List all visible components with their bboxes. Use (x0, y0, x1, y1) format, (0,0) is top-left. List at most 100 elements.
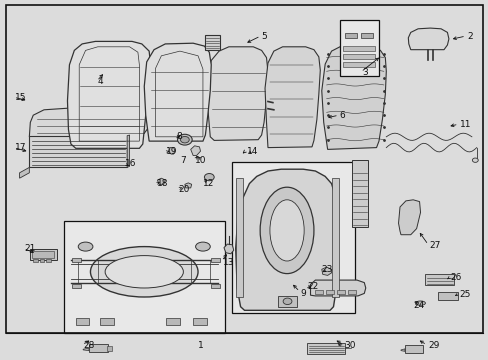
Text: 30: 30 (344, 341, 356, 350)
Polygon shape (168, 148, 175, 154)
Text: 23: 23 (321, 266, 332, 275)
Text: 5: 5 (261, 32, 267, 41)
Polygon shape (190, 146, 200, 156)
Polygon shape (184, 183, 191, 188)
Ellipse shape (177, 134, 192, 145)
Polygon shape (144, 43, 211, 141)
Bar (63, 221, 224, 333)
Bar (404, 345, 423, 353)
Ellipse shape (90, 247, 198, 297)
Ellipse shape (105, 256, 183, 288)
Polygon shape (207, 47, 267, 140)
Text: 8: 8 (176, 132, 182, 141)
Text: 17: 17 (15, 143, 26, 152)
Polygon shape (398, 200, 420, 235)
Ellipse shape (415, 301, 425, 305)
Bar (232, 162, 354, 313)
Ellipse shape (195, 242, 210, 251)
Text: 28: 28 (83, 341, 94, 350)
Text: 12: 12 (203, 179, 214, 188)
Text: 29: 29 (427, 341, 438, 350)
Polygon shape (400, 349, 404, 351)
Polygon shape (20, 167, 29, 178)
Polygon shape (157, 178, 165, 184)
Text: 22: 22 (306, 282, 318, 291)
Polygon shape (321, 267, 331, 275)
Bar (344, 33, 356, 38)
Polygon shape (407, 28, 448, 50)
Bar (277, 296, 297, 307)
Text: 9: 9 (300, 289, 306, 298)
Polygon shape (235, 169, 338, 310)
Bar (72, 258, 81, 262)
Text: 13: 13 (222, 258, 234, 267)
Text: 4: 4 (98, 77, 103, 86)
Bar (315, 290, 323, 294)
Ellipse shape (180, 136, 189, 143)
Polygon shape (67, 41, 150, 148)
Bar (46, 259, 51, 262)
Text: 21: 21 (24, 244, 36, 253)
Text: 1: 1 (197, 341, 203, 350)
Bar (351, 160, 367, 227)
Polygon shape (83, 348, 89, 351)
Text: 10: 10 (194, 156, 206, 165)
Bar (437, 292, 457, 300)
Bar (106, 346, 112, 351)
Bar (40, 259, 44, 262)
Text: 3: 3 (361, 68, 367, 77)
Ellipse shape (260, 187, 313, 274)
Polygon shape (321, 46, 386, 149)
Text: 24: 24 (412, 301, 424, 310)
Ellipse shape (204, 174, 214, 181)
Bar (343, 54, 374, 59)
Polygon shape (310, 280, 365, 296)
Bar (166, 318, 180, 325)
Bar (235, 178, 243, 297)
Ellipse shape (78, 242, 93, 251)
Bar (211, 258, 220, 262)
Bar (29, 136, 127, 167)
Bar (360, 33, 372, 38)
Text: 2: 2 (466, 32, 472, 41)
Text: 25: 25 (459, 290, 470, 299)
Ellipse shape (471, 158, 477, 162)
Text: 6: 6 (339, 111, 345, 120)
Text: 7: 7 (180, 156, 185, 165)
Bar (193, 318, 206, 325)
Bar (339, 20, 378, 76)
Text: 15: 15 (15, 93, 26, 102)
Bar (30, 249, 57, 260)
Text: 27: 27 (428, 241, 440, 250)
Bar (343, 62, 374, 67)
Bar (205, 35, 220, 50)
Polygon shape (29, 108, 150, 139)
Bar (347, 290, 355, 294)
Text: 11: 11 (459, 120, 470, 129)
Bar (32, 251, 54, 258)
Text: 20: 20 (178, 185, 189, 194)
Bar (336, 290, 344, 294)
Ellipse shape (283, 298, 291, 305)
Bar (211, 284, 220, 288)
Polygon shape (264, 47, 320, 148)
Bar (425, 274, 453, 285)
Bar (33, 259, 38, 262)
Text: 16: 16 (124, 159, 136, 168)
Polygon shape (29, 137, 76, 149)
Bar (89, 344, 107, 352)
Bar (72, 284, 81, 288)
Ellipse shape (269, 200, 304, 261)
Text: 18: 18 (156, 179, 168, 188)
Text: 26: 26 (449, 274, 460, 282)
Polygon shape (127, 135, 129, 167)
Bar (306, 343, 345, 354)
Bar (76, 318, 89, 325)
Text: 19: 19 (166, 148, 178, 157)
Text: 14: 14 (246, 147, 258, 156)
Bar (100, 318, 114, 325)
Bar (325, 290, 333, 294)
Bar (331, 178, 338, 297)
Bar (343, 46, 374, 51)
Polygon shape (224, 244, 233, 254)
